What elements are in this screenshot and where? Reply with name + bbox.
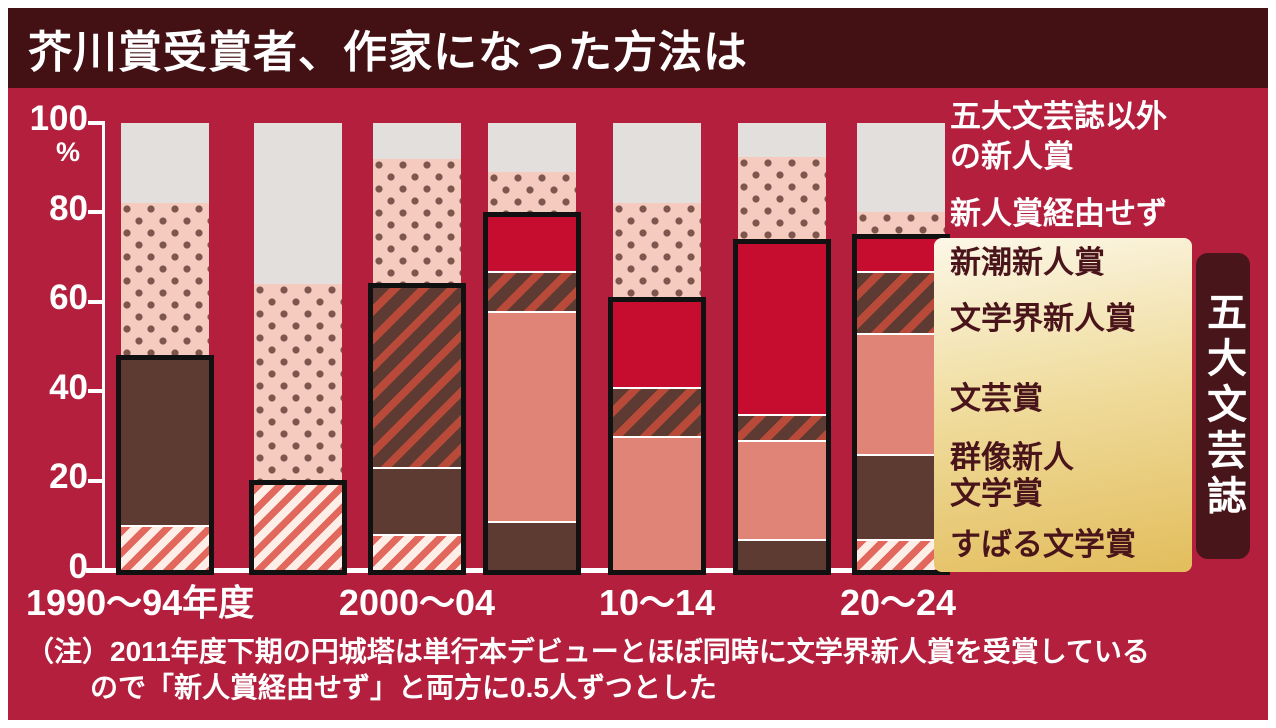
bar-segment-other-prize	[254, 123, 342, 284]
legend-bungei: 文芸賞	[950, 381, 1043, 416]
header-bar: 芥川賞受賞者、作家になった方法は	[8, 8, 1268, 88]
bar-segment-bungakukai	[488, 270, 576, 311]
footnote-line2: ので「新人賞経由せず」と両方に0.5人ずつとした	[90, 672, 717, 703]
y-axis-line	[102, 121, 105, 573]
y-tick-label: 20	[49, 457, 88, 496]
bar-segment-gunzo	[738, 538, 826, 570]
x-tick-label: 2000〜04	[338, 582, 496, 623]
legend-bungakukai: 文学界新人賞	[950, 301, 1136, 336]
bar-segment-gunzo	[857, 453, 945, 539]
bar-segment-bungei	[613, 435, 701, 570]
bar-segment-gunzo	[121, 359, 209, 526]
legend-other-prizes: 五大文芸誌以外 の新人賞	[950, 99, 1167, 175]
y-tick-label: 100	[29, 99, 88, 138]
big5-outline	[483, 211, 581, 575]
y-tickmark	[88, 389, 104, 393]
bar-segment-other-prize	[738, 123, 826, 157]
bar-segment-no-prize	[613, 203, 701, 302]
big5-legend-panel	[934, 238, 1192, 572]
bar-segment-subaru	[857, 538, 945, 570]
legend-subaru: すばる文学賞	[950, 527, 1136, 562]
y-tick-label: 60	[49, 278, 88, 317]
y-tick-label: 80	[49, 189, 88, 228]
big5-outline	[116, 354, 214, 575]
bar-segment-other-prize	[121, 123, 209, 204]
y-tickmark	[88, 121, 104, 125]
big5-tab: 五大文芸誌	[1196, 253, 1250, 559]
bar-segment-other-prize	[373, 123, 461, 159]
x-tick-label: 10〜14	[598, 582, 716, 623]
x-tick-label: 20〜24	[839, 582, 957, 623]
bar-segment-no-prize	[488, 172, 576, 217]
bar-segment-no-prize	[121, 203, 209, 360]
y-tickmark	[88, 479, 104, 483]
big5-outline	[368, 283, 466, 575]
bar-segment-bungei	[488, 310, 576, 521]
legend-gunzo: 群像新人 文学賞	[950, 440, 1074, 511]
bar-segment-gunzo	[373, 467, 461, 535]
bar-segment-subaru	[121, 525, 209, 570]
y-tickmark	[88, 300, 104, 304]
bar-segment-bungakukai	[613, 386, 701, 436]
chart-title: 芥川賞受賞者、作家になった方法は	[28, 28, 748, 77]
big5-outline	[608, 296, 706, 575]
bar-segment-gunzo	[488, 520, 576, 570]
bar-segment-bungakukai	[738, 413, 826, 441]
bar-segment-other-prize	[857, 123, 945, 213]
bar-segment-shincho	[488, 216, 576, 271]
bar-segment-shincho	[738, 243, 826, 414]
bar-segment-bungei	[738, 440, 826, 539]
big5-outline	[733, 238, 831, 575]
bar-segment-shincho	[613, 301, 701, 387]
bar-segment-no-prize	[254, 283, 342, 486]
bar-segment-subaru	[254, 485, 342, 570]
bar-segment-other-prize	[613, 123, 701, 204]
legend-no-prize: 新人賞経由せず	[950, 196, 1167, 231]
bar-segment-no-prize	[738, 156, 826, 244]
y-tick-label: 40	[49, 368, 88, 407]
x-tick-label: 1990〜94年度	[26, 582, 255, 623]
bar-segment-shincho	[857, 239, 945, 271]
bar-segment-no-prize	[373, 158, 461, 289]
footnote-line1: （注）2011年度下期の円城塔は単行本デビューとほぼ同時に文学界新人賞を受賞して…	[26, 636, 1150, 667]
bar-segment-subaru	[373, 534, 461, 570]
bar-segment-bungei	[857, 333, 945, 454]
y-axis-unit: %	[55, 137, 80, 167]
big5-outline	[249, 480, 347, 575]
big5-tab-label: 五大文芸誌	[1201, 291, 1245, 521]
bar-segment-bungakukai	[857, 270, 945, 334]
legend-shincho: 新潮新人賞	[950, 245, 1105, 280]
bar-segment-bungakukai	[373, 288, 461, 468]
bar-segment-other-prize	[488, 123, 576, 173]
y-tick-label: 0	[68, 547, 88, 586]
y-tickmark	[88, 210, 104, 214]
